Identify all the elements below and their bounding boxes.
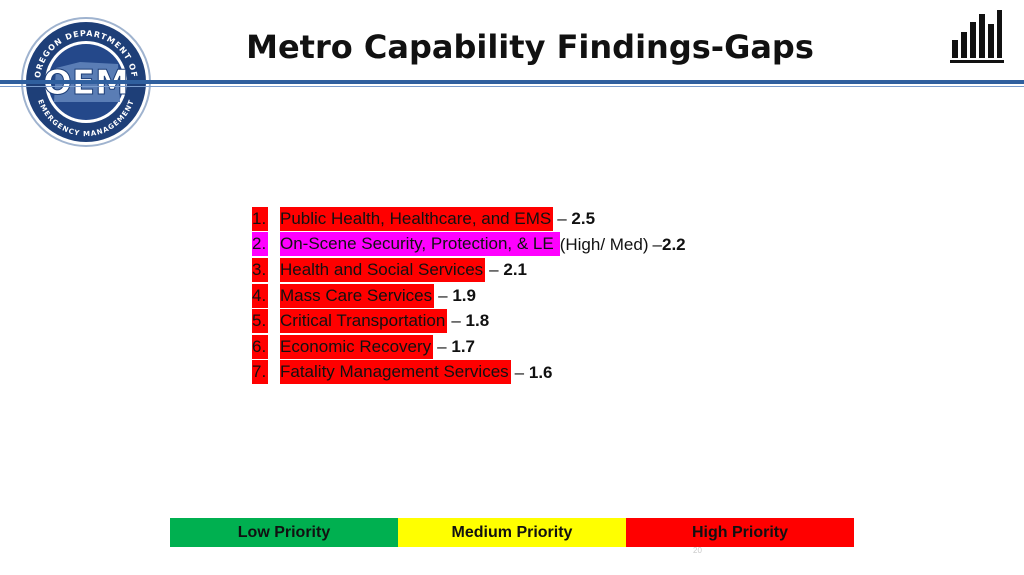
list-item: 1. Public Health, Healthcare, and EMS – 2.…: [252, 206, 686, 232]
item-number: 2.: [252, 232, 268, 257]
capability-score: 1.6: [528, 362, 553, 382]
score-dash: –: [489, 260, 499, 280]
findings-list: 1. Public Health, Healthcare, and EMS – 2.…: [252, 206, 686, 385]
item-number: 6.: [252, 334, 268, 359]
item-number: 3.: [252, 257, 268, 282]
capability-name: Economic Recovery: [280, 334, 434, 359]
score-dash: –: [652, 234, 662, 254]
capability-score: 1.8: [465, 311, 490, 331]
priority-qualifier: (High/ Med): [559, 234, 649, 254]
score-dash: –: [451, 311, 461, 331]
list-item: 2. On-Scene Security, Protection, & LE (Hi…: [252, 232, 686, 258]
header-rule: [0, 80, 1024, 84]
capability-score: 1.7: [451, 336, 476, 356]
capability-score: 2.1: [503, 260, 528, 280]
header-rule-thin: [0, 86, 1024, 87]
list-item: 6. Economic Recovery – 1.7: [252, 334, 686, 360]
slide-number: 20: [693, 546, 702, 555]
score-dash: –: [514, 362, 525, 382]
capability-name: Public Health, Healthcare, and EMS: [280, 206, 554, 231]
list-item: 7. Fatality Management Services – 1.6: [252, 360, 686, 386]
bar-chart-icon: [948, 10, 1006, 66]
capability-name: On-Scene Security, Protection, & LE: [280, 232, 560, 257]
oem-logo: OREGON DEPARTMENT OF EMERGENCY MANAGEMEN…: [20, 16, 152, 148]
item-number: 5.: [252, 309, 268, 334]
priority-legend: Low Priority Medium Priority High Priori…: [170, 518, 854, 547]
capability-name: Critical Transportation: [280, 309, 448, 334]
item-number: 1.: [252, 206, 268, 231]
legend-high-priority: High Priority: [626, 518, 854, 547]
score-dash: –: [438, 285, 448, 305]
item-number: 4.: [252, 283, 268, 308]
score-dash: –: [557, 209, 567, 228]
capability-name: Fatality Management Services: [280, 360, 511, 385]
list-item: 3. Health and Social Services – 2.1: [252, 257, 686, 283]
capability-score: 1.9: [452, 285, 476, 305]
list-item: 5. Critical Transportation – 1.8: [252, 308, 686, 334]
score-dash: –: [437, 336, 447, 356]
capability-score: 2.5: [571, 209, 596, 228]
capability-name: Mass Care Services: [280, 283, 435, 308]
capability-name: Health and Social Services: [280, 257, 486, 282]
legend-low-priority: Low Priority: [170, 518, 398, 547]
legend-medium-priority: Medium Priority: [398, 518, 626, 547]
capability-score: 2.2: [661, 234, 686, 254]
page-title: Metro Capability Findings-Gaps: [246, 28, 814, 66]
list-item: 4. Mass Care Services – 1.9: [252, 283, 686, 309]
item-number: 7.: [252, 360, 268, 385]
